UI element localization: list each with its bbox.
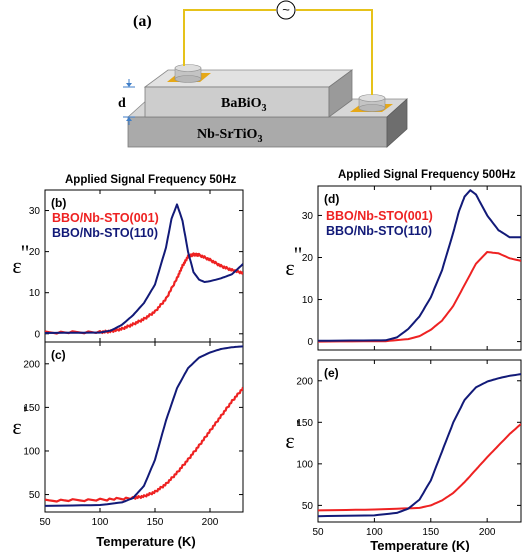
- legend-left-001: BBO/Nb-STO(001): [52, 211, 159, 225]
- panel-d: (d) 0 10 20 30 ε": [285, 185, 522, 351]
- y-tick-label: 20: [29, 247, 41, 258]
- legend-left-110: BBO/Nb-STO(110): [52, 226, 158, 240]
- y-tick-label: 10: [29, 288, 41, 299]
- y-axis-label-mark: ": [21, 240, 30, 265]
- substrate-label: Nb-SrTiO3: [197, 127, 262, 145]
- top-electrode-contact: [174, 64, 202, 83]
- legend-right-110: BBO/Nb-STO(110): [326, 224, 432, 238]
- bottom-electrode-contact: [358, 94, 386, 112]
- panel-e: (e) 50 100 150 200 50 100 150 200 ε': [285, 359, 522, 538]
- y-tick-label: 30: [302, 211, 314, 222]
- y-tick-label: 200: [296, 376, 313, 387]
- wire-left: [183, 9, 276, 66]
- ac-source-symbol: ~: [282, 2, 290, 17]
- film-front: [144, 86, 330, 118]
- x-tick-label: 100: [92, 517, 109, 528]
- panel-c: (c) 50 100 150 200 50 100 150 200 ε': [12, 341, 244, 528]
- y-tick-label: 200: [23, 359, 40, 370]
- right-x-axis-label: Temperature (K): [370, 538, 469, 552]
- panel-tag: (e): [324, 366, 339, 380]
- y-axis-label: ε: [285, 428, 294, 453]
- right-frequency-title: Applied Signal Frequency 500Hz: [338, 169, 516, 181]
- thickness-label: d: [118, 96, 126, 111]
- y-axis-label: ε: [285, 255, 294, 280]
- y-tick-label: 20: [302, 253, 314, 264]
- x-tick-label: 100: [366, 527, 383, 538]
- y-tick-label: 30: [29, 206, 41, 217]
- left-x-axis-label: Temperature (K): [96, 534, 195, 549]
- left-frequency-title: Applied Signal Frequency 50Hz: [65, 174, 237, 186]
- x-tick-label: 200: [479, 527, 496, 538]
- legend-right-001: BBO/Nb-STO(001): [326, 209, 433, 223]
- y-axis-label-mark: ': [296, 415, 300, 440]
- y-tick-label: 0: [307, 337, 313, 348]
- y-axis-label-mark: ': [23, 401, 27, 426]
- schematic-tag: (a): [133, 13, 152, 30]
- substrate-front: [127, 116, 388, 148]
- y-tick-label: 150: [23, 403, 40, 414]
- series-line-0: [318, 423, 521, 512]
- schematic: (a) ~: [118, 0, 409, 148]
- series-line-1: [318, 373, 521, 518]
- series-line-0: [318, 251, 521, 343]
- plot-frame: [317, 359, 522, 523]
- panel-tag: (d): [324, 192, 339, 206]
- y-tick-label: 100: [23, 446, 40, 457]
- y-tick-label: 100: [296, 459, 313, 470]
- series-line-1: [45, 203, 243, 334]
- series-line-1: [318, 189, 521, 342]
- thickness-marker: [123, 79, 135, 125]
- plot-frame: [317, 185, 522, 351]
- y-tick-label: 10: [302, 295, 314, 306]
- y-tick-label: 50: [302, 501, 314, 512]
- y-tick-label: 50: [29, 490, 41, 501]
- x-tick-label: 200: [202, 517, 219, 528]
- y-tick-label: 150: [296, 418, 313, 429]
- series-line-1: [45, 345, 243, 507]
- series-line-0: [45, 252, 243, 335]
- panel-b: (b) 0 10 20 30 ε": [12, 189, 244, 343]
- plot-frame: [44, 341, 244, 513]
- film-side: [328, 69, 353, 118]
- wire-right: [296, 9, 373, 95]
- substrate-side: [386, 98, 408, 148]
- panel-tag: (b): [51, 196, 66, 210]
- x-tick-label: 50: [312, 527, 324, 538]
- y-axis-label: ε: [12, 253, 21, 278]
- x-tick-label: 150: [422, 527, 439, 538]
- y-axis-label: ε: [12, 414, 21, 439]
- panel-tag: (c): [51, 348, 66, 362]
- x-tick-label: 150: [147, 517, 164, 528]
- film-label: BaBiO3: [221, 96, 266, 114]
- ac-source: [276, 0, 296, 20]
- y-tick-label: 0: [34, 329, 40, 340]
- x-tick-label: 50: [39, 517, 51, 528]
- y-axis-label-mark: ": [294, 242, 303, 267]
